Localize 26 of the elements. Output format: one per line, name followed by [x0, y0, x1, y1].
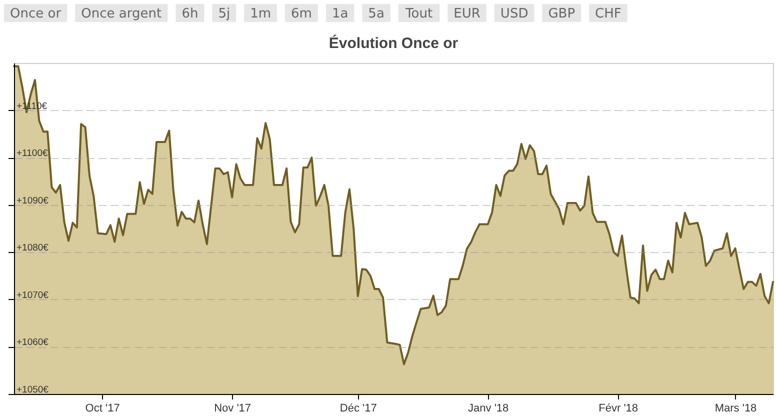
x-tick-label: Janv '18	[468, 402, 509, 414]
y-tick-label: +1060€	[16, 337, 50, 348]
text: Tout	[404, 6, 433, 22]
chart-title: Évolution Once or	[328, 34, 458, 52]
text: Once argent	[81, 6, 162, 22]
x-tick-label: Nov '17	[214, 402, 252, 414]
text: 1a	[332, 6, 348, 22]
x-tick-label: Déc '17	[340, 402, 377, 414]
y-tick-label: +1070€	[16, 290, 50, 301]
x-tick-label: Mars '18	[714, 402, 757, 414]
text: Once or	[10, 6, 62, 22]
y-tick-label: +1080€	[16, 242, 50, 254]
text: GBP	[548, 6, 576, 22]
text: CHF	[595, 6, 622, 22]
text: EUR	[454, 6, 480, 22]
text: USD	[500, 6, 528, 22]
y-tick-label: +1090€	[16, 195, 50, 206]
x-tick-label: Févr '18	[598, 402, 638, 414]
y-tick-label: +1100€	[16, 148, 48, 160]
text: 5j	[218, 6, 230, 22]
text: 5a	[368, 6, 384, 22]
x-tick-label: Oct '17	[85, 402, 120, 414]
text: 6h	[182, 6, 198, 22]
text: 6m	[291, 6, 312, 22]
text: 1m	[250, 6, 272, 22]
y-tick-label: +1050€	[16, 384, 50, 396]
